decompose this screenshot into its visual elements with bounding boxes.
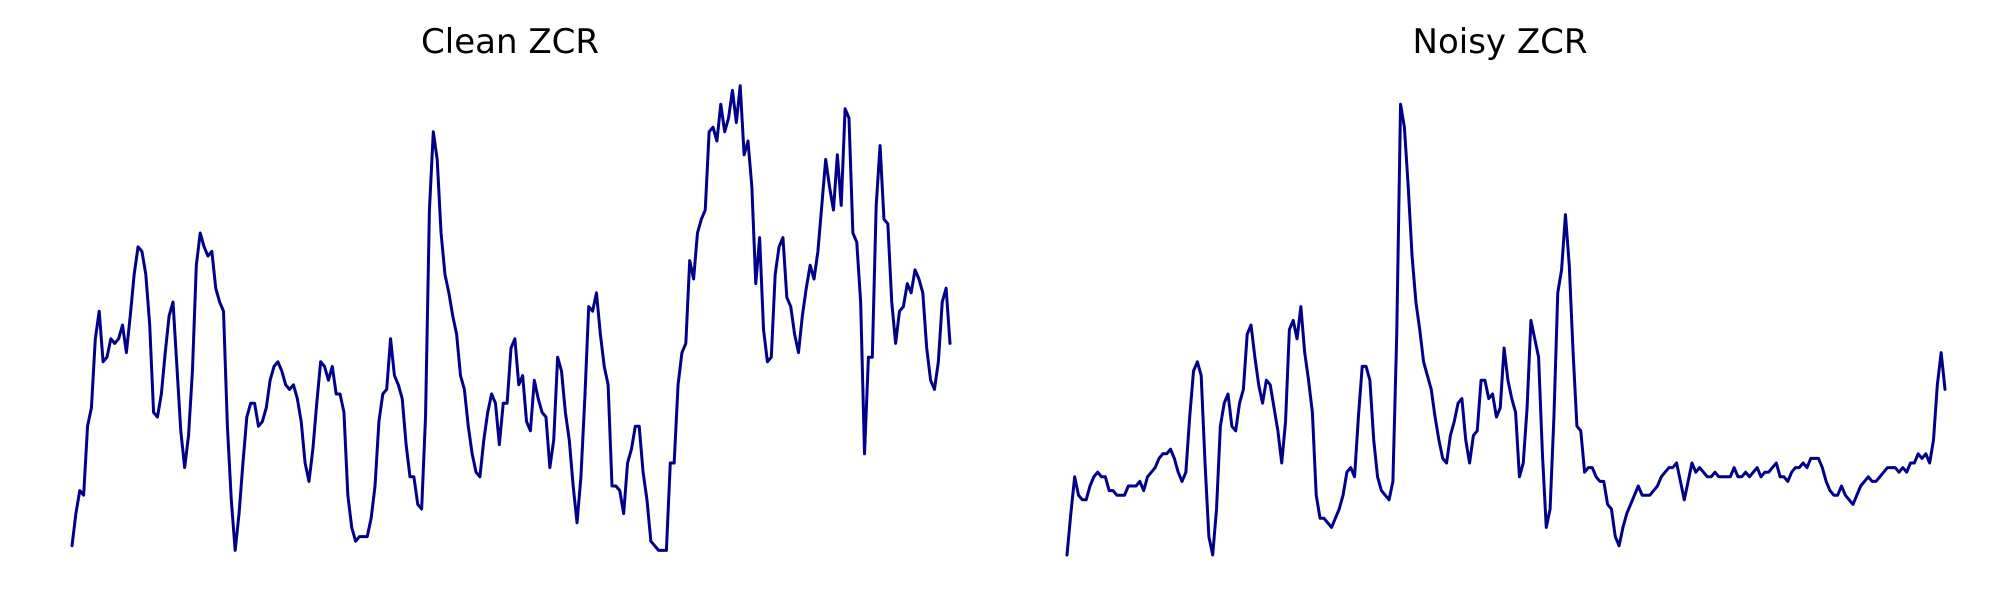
noisy-zcr-plot-area [1065, 102, 1947, 557]
chart-title-noisy: Noisy ZCR [1412, 22, 1588, 62]
clean-zcr-line [70, 84, 952, 552]
clean-zcr-plot-area [70, 84, 952, 552]
noisy-zcr-line [1065, 102, 1947, 557]
chart-title-clean: Clean ZCR [421, 22, 599, 62]
